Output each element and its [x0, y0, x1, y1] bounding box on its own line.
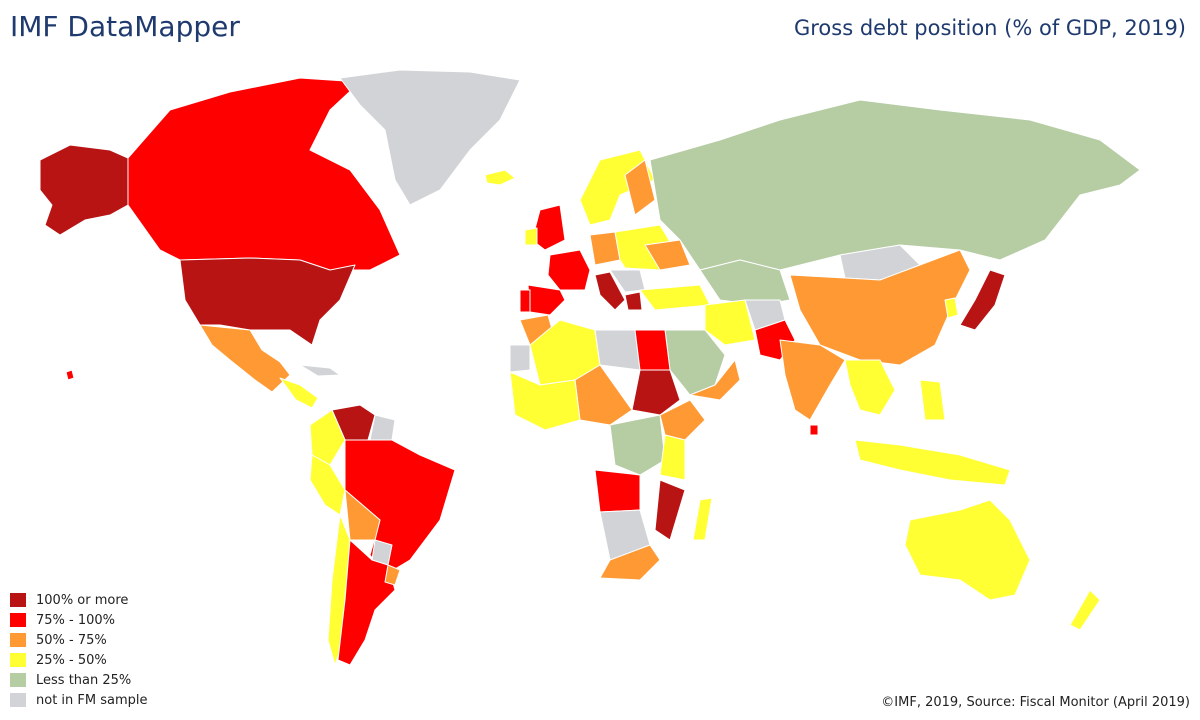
legend-swatch [10, 633, 26, 647]
map-title: Gross debt position (% of GDP, 2019) [793, 16, 1186, 40]
country-alaska[interactable] [39, 144, 129, 236]
app-title: IMF DataMapper [10, 10, 240, 43]
country-peru[interactable] [309, 454, 346, 516]
country-ireland[interactable] [524, 227, 538, 246]
country-italy[interactable] [594, 271, 626, 311]
legend-label: 50% - 75% [36, 632, 107, 648]
country-kazakhstan[interactable] [699, 259, 791, 306]
country-japan[interactable] [959, 269, 1006, 331]
country-greece[interactable] [624, 291, 643, 311]
country-libya[interactable] [594, 329, 641, 371]
legend-item: 75% - 100% [10, 610, 148, 630]
country-west-africa[interactable] [509, 371, 581, 431]
country-angola[interactable] [594, 469, 641, 513]
country-sri-lanka[interactable] [809, 424, 819, 436]
country-madagascar[interactable] [692, 497, 713, 541]
country-west-sahara[interactable] [509, 344, 531, 373]
country-korea[interactable] [944, 297, 959, 319]
country-spain[interactable] [527, 284, 566, 316]
legend-swatch [10, 673, 26, 687]
legend-item: 100% or more [10, 590, 148, 610]
country-southeast-asia[interactable] [844, 359, 896, 416]
country-mexico[interactable] [199, 324, 291, 393]
legend-item: not in FM sample [10, 690, 148, 710]
country-portugal[interactable] [519, 289, 531, 313]
country-ukraine[interactable] [644, 239, 691, 271]
legend-label: 25% - 50% [36, 652, 107, 668]
legend-label: 100% or more [36, 592, 129, 608]
country-guianas[interactable] [369, 414, 396, 441]
country-ethiopia[interactable] [659, 399, 706, 441]
legend-item: Less than 25% [10, 670, 148, 690]
country-mozambique[interactable] [654, 479, 686, 541]
legend-label: Less than 25% [36, 672, 132, 688]
legend-label: not in FM sample [36, 692, 148, 708]
country-finland[interactable] [624, 159, 656, 216]
country-philippines[interactable] [919, 379, 946, 421]
country-iran[interactable] [704, 299, 756, 346]
country-argentina[interactable] [337, 539, 396, 666]
country-central-america[interactable] [279, 377, 319, 409]
country-new-zealand[interactable] [1069, 589, 1101, 631]
country-oman-yemen[interactable] [689, 359, 741, 401]
legend-swatch [10, 693, 26, 707]
legend-item: 25% - 50% [10, 650, 148, 670]
country-hawaii[interactable] [65, 369, 75, 381]
legend-label: 75% - 100% [36, 612, 116, 628]
country-australia[interactable] [904, 499, 1031, 601]
country-france[interactable] [547, 249, 591, 291]
country-south-africa[interactable] [599, 544, 661, 581]
country-sudan[interactable] [631, 369, 681, 416]
country-colombia[interactable] [309, 409, 346, 466]
legend-swatch [10, 593, 26, 607]
legend-item: 50% - 75% [10, 630, 148, 650]
country-egypt[interactable] [634, 329, 671, 371]
country-iceland[interactable] [484, 169, 516, 186]
country-turkey[interactable] [639, 284, 711, 311]
country-east-africa[interactable] [659, 434, 686, 481]
country-russia[interactable] [649, 99, 1141, 271]
source-note: ©IMF, 2019, Source: Fiscal Monitor (Apri… [881, 695, 1190, 710]
country-indonesia[interactable] [854, 439, 1011, 486]
country-india[interactable] [779, 339, 846, 421]
country-greenland[interactable] [339, 69, 521, 206]
country-congo[interactable] [609, 414, 666, 476]
country-cuba[interactable] [299, 364, 341, 377]
legend-swatch [10, 613, 26, 627]
country-canada[interactable] [127, 77, 401, 271]
country-uruguay[interactable] [384, 564, 401, 586]
legend-swatch [10, 653, 26, 667]
legend: 100% or more 75% - 100% 50% - 75% 25% - 50%… [10, 590, 148, 710]
